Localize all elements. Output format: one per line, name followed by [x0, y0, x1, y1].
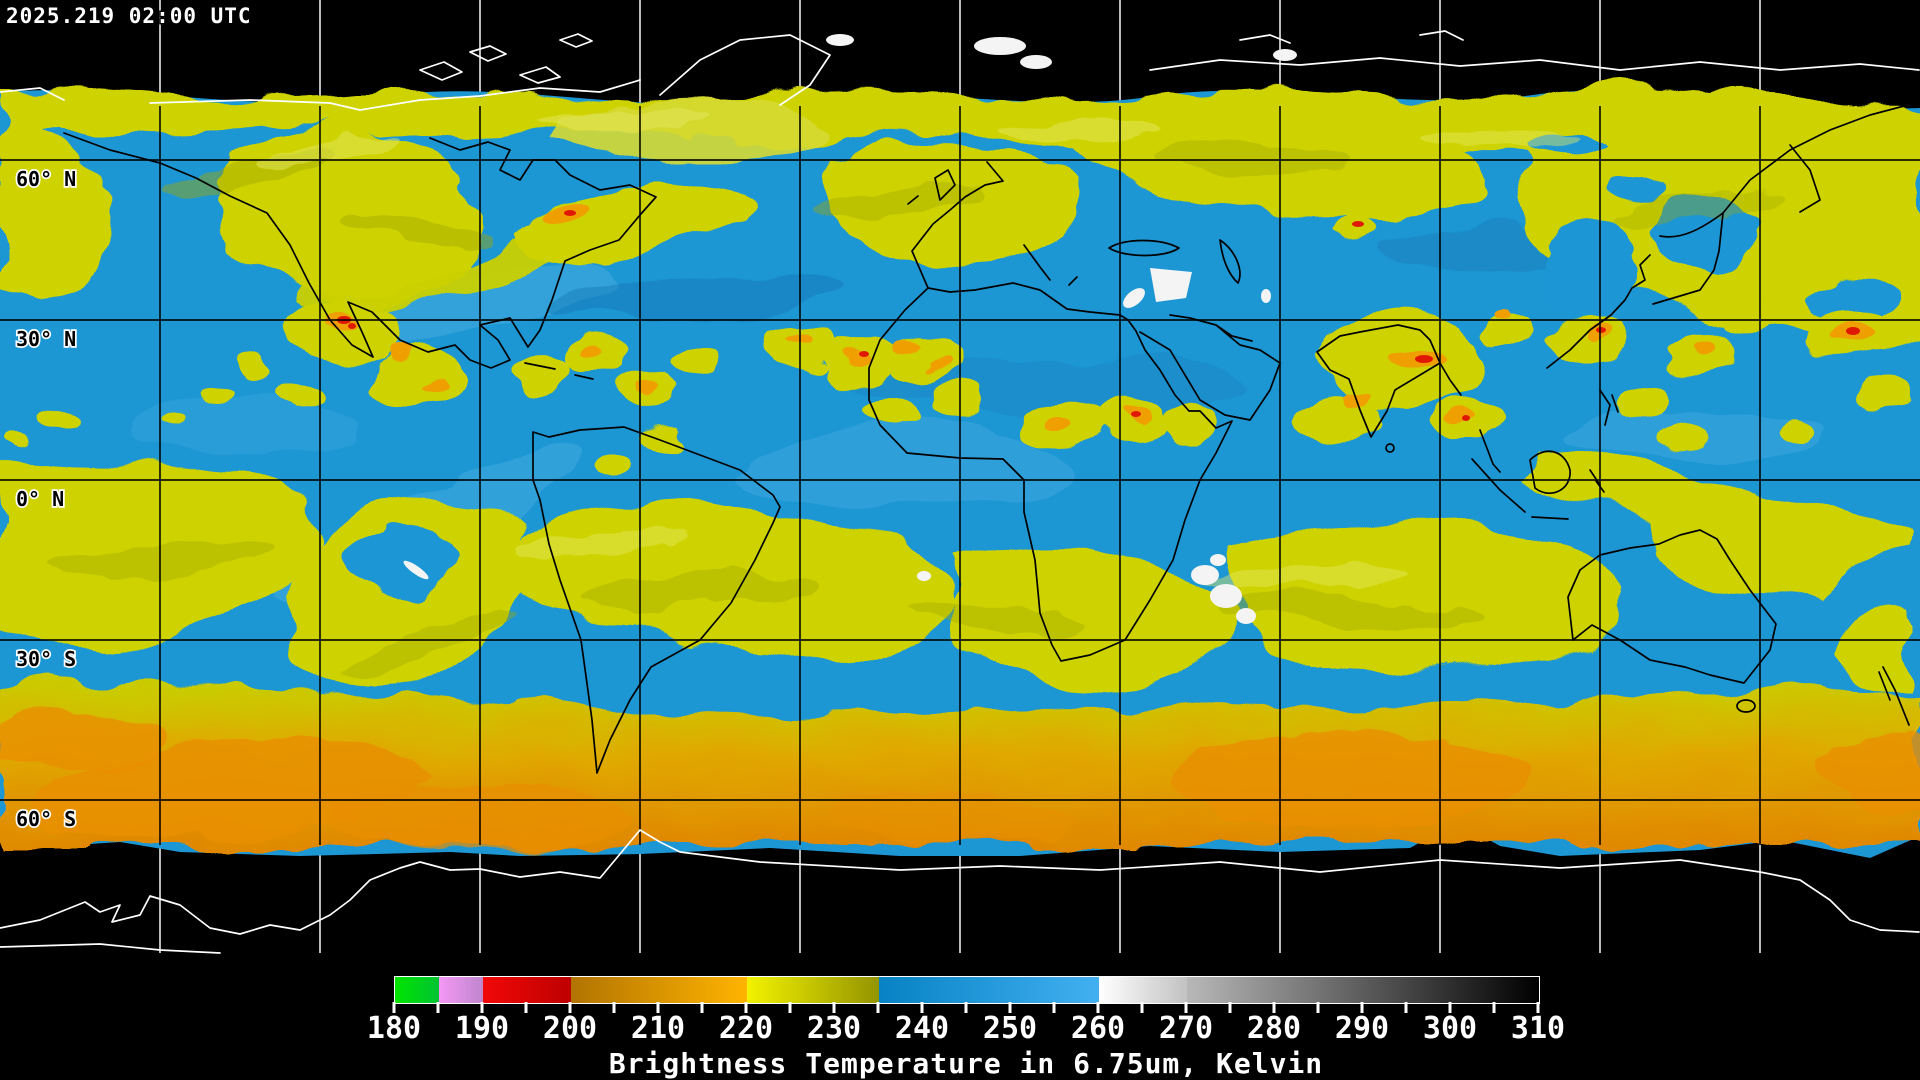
colorbar-tick: [744, 1002, 748, 1013]
colorbar-tick-label: 270: [1158, 1011, 1214, 1046]
colorbar-tick-label: 180: [366, 1011, 422, 1046]
colorbar-tick: [1272, 1002, 1276, 1013]
colorbar-title: Brightness Temperature in 6.75um, Kelvin: [608, 1047, 1324, 1080]
latitude-labels: 60° N 30° N 0° N 30° S 60° S: [14, 165, 78, 832]
colorbar-tick: [392, 1002, 396, 1013]
colorbar-tick: [656, 1002, 660, 1013]
colorbar-tick-label: 310: [1510, 1011, 1566, 1046]
colorbar-tick-label: 200: [542, 1011, 598, 1046]
colorbar-tick: [920, 1002, 924, 1013]
colorbar-ticks: [392, 1002, 1540, 1015]
white-cold-blobs: [403, 34, 1297, 624]
colorbar-tick-label: 240: [894, 1011, 950, 1046]
colorbar-tick-label: 230: [806, 1011, 862, 1046]
lat-label-60s: 60° S: [16, 807, 76, 831]
colorbar-tick: [1448, 1002, 1452, 1013]
colorbar-tick: [1492, 1002, 1496, 1013]
colorbar-tick: [1052, 1002, 1056, 1013]
colorbar-tick-label: 260: [1070, 1011, 1126, 1046]
lat-label-0n: 0° N: [16, 487, 64, 511]
colorbar-tick: [1184, 1002, 1188, 1013]
colorbar-tick: [876, 1002, 880, 1013]
colorbar-tick-label: 300: [1422, 1011, 1478, 1046]
colorbar-tick-label: 250: [982, 1011, 1038, 1046]
graticule-data: [0, 106, 1920, 845]
colorbar: [394, 976, 1540, 1004]
colorbar-tick-label: 280: [1246, 1011, 1302, 1046]
colorbar-tick: [1536, 1002, 1540, 1013]
colorbar-tick: [1008, 1002, 1012, 1013]
cold-tops-orange: [324, 305, 1870, 431]
polar-coastlines: [0, 30, 1920, 954]
colorbar-tick: [788, 1002, 792, 1013]
colorbar-tick: [1316, 1002, 1320, 1013]
colorbar-tick: [1140, 1002, 1144, 1013]
colorbar-tick: [700, 1002, 704, 1013]
colorbar-tick: [1228, 1002, 1232, 1013]
colorbar-tick-label: 210: [630, 1011, 686, 1046]
colorbar-tick: [832, 1002, 836, 1013]
colorbar-legend: 180 190 200 210 220 230 240 250 260 270 280 290 300 3…: [0, 955, 1920, 1080]
lat-label-30s: 30° S: [16, 647, 76, 671]
colorbar-tick: [524, 1002, 528, 1013]
colorbar-tick: [1360, 1002, 1364, 1013]
brightness-temperature-map: 60° N 30° N 0° N 30° S 60° S 2025.219 02…: [0, 0, 1920, 955]
colorbar-tick-labels: 180 190 200 210 220 230 240 250 260 270 280 290 300 3…: [367, 1011, 1565, 1046]
lat-label-30n: 30° N: [16, 327, 76, 351]
world-map: 60° N 30° N 0° N 30° S 60° S 2025.219 02…: [0, 0, 1920, 955]
colorbar-tick: [1096, 1002, 1100, 1013]
colorbar-tick-label: 220: [718, 1011, 774, 1046]
colorbar-tick-label: 190: [454, 1011, 510, 1046]
coastlines: [63, 101, 1920, 774]
lat-label-60n: 60° N: [16, 167, 76, 191]
colorbar-tick-label: 290: [1334, 1011, 1390, 1046]
colorbar-tick: [1404, 1002, 1408, 1013]
colorbar-tick: [480, 1002, 484, 1013]
colorbar-tick: [568, 1002, 572, 1013]
overshoot-red-dots: [337, 316, 1860, 421]
timestamp: 2025.219 02:00 UTC: [6, 4, 252, 28]
colorbar-tick: [612, 1002, 616, 1013]
colorbar-tick: [436, 1002, 440, 1013]
colorbar-tick: [964, 1002, 968, 1013]
